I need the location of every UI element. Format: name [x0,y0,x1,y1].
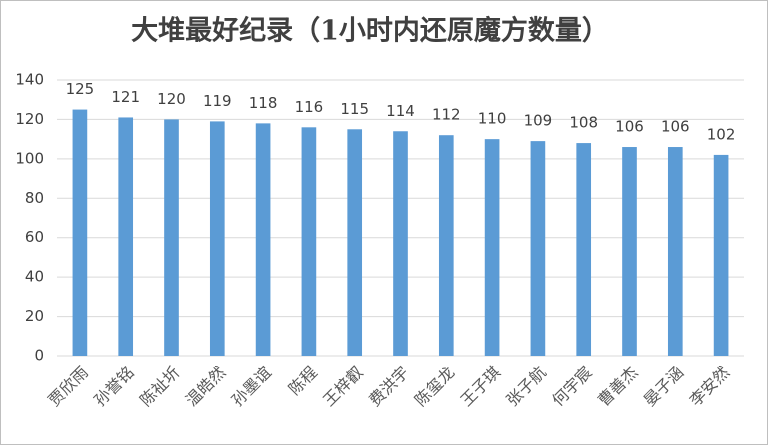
value-label: 102 [707,125,736,143]
value-label: 121 [111,88,140,106]
value-label: 114 [386,102,415,120]
bar [576,143,592,356]
bar [164,119,179,356]
bar [393,131,408,356]
y-tick-label: 20 [25,307,44,325]
bar [484,139,500,356]
bar [118,117,134,356]
y-tick-label: 80 [25,189,44,207]
chart-title: 大堆最好纪录（1小时内还原魔方数量） [131,15,609,47]
value-label: 106 [615,118,644,136]
bar [209,121,225,357]
bar [622,147,637,356]
bar [713,154,729,356]
y-tick-label: 100 [15,149,44,167]
bar [438,135,454,356]
bar [255,123,271,356]
value-label: 109 [524,112,553,130]
value-label: 116 [295,98,324,116]
bar [347,129,363,356]
bar [530,141,546,356]
value-label: 106 [661,118,690,136]
bar [667,147,683,356]
value-label: 108 [569,114,598,132]
y-tick-label: 0 [34,347,44,365]
value-label: 120 [157,90,186,108]
value-label: 112 [432,106,461,124]
y-tick-label: 40 [25,268,44,286]
y-tick-label: 140 [15,71,44,89]
value-label: 110 [478,110,507,128]
bar [301,127,317,356]
value-label: 119 [203,92,232,110]
value-label: 125 [66,80,95,98]
bar [72,109,88,356]
value-label: 118 [249,94,278,112]
y-tick-label: 120 [15,110,44,128]
y-tick-label: 60 [25,228,44,246]
value-label: 115 [340,100,369,118]
